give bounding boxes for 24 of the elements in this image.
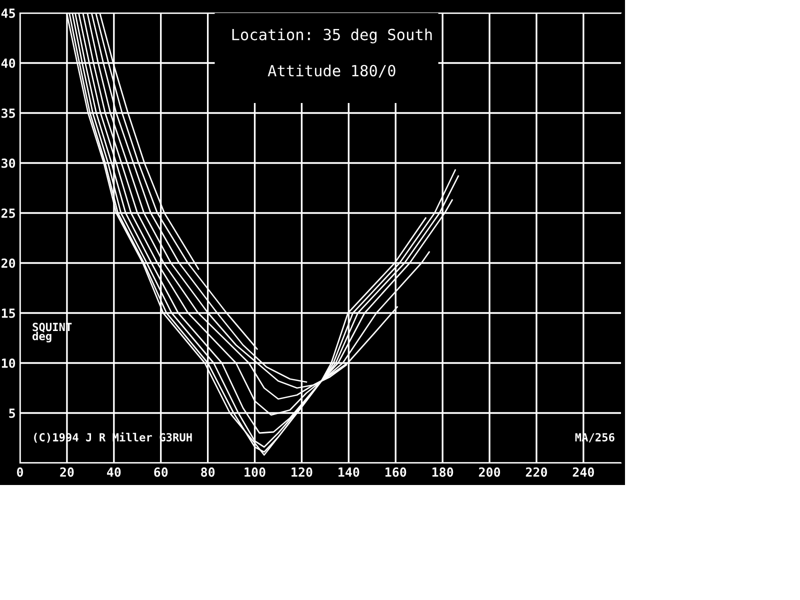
y-tick-label: 30 [2, 158, 16, 168]
x-tick-label: 100 [244, 467, 266, 477]
y-tick-label: 20 [1, 258, 16, 268]
x-tick-label: 120 [292, 467, 312, 477]
x-tick-label: 140 [338, 467, 360, 477]
x-tick-label: 20 [60, 467, 74, 477]
x-tick-label: 40 [107, 467, 121, 477]
x-tick-label: 160 [385, 467, 406, 477]
x-tick-label: 60 [154, 467, 168, 477]
y-tick-label: 45 [1, 8, 15, 18]
y-tick-label: 25 [1, 208, 15, 218]
x-tick-label: 80 [201, 467, 215, 477]
y-tick-label: 5 [9, 408, 15, 418]
x-tick-label: 200 [478, 467, 500, 477]
y-tick-label: 35 [2, 108, 15, 118]
x-tick-label: 0 [16, 467, 24, 477]
x-tick-label: 240 [572, 467, 594, 477]
x-tick-label: 220 [526, 467, 548, 477]
y-tick-label: 40 [1, 58, 16, 68]
text: Location: 35 deg South [232, 28, 432, 44]
y-tick-label: 15 [2, 308, 15, 318]
x-tick-label: 180 [432, 467, 454, 477]
text: Attitude 180/0 [268, 64, 396, 78]
y-tick-label: 10 [2, 358, 16, 368]
